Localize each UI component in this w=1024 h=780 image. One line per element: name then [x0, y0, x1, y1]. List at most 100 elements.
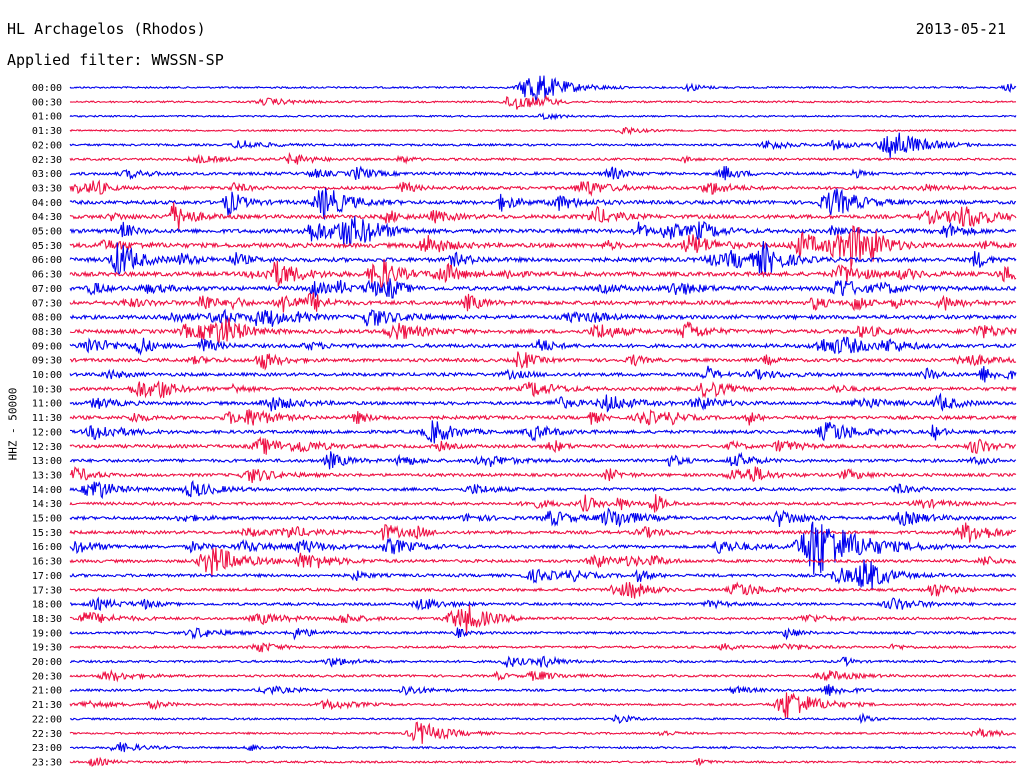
- trace-line: [69, 466, 1017, 483]
- trace-line: [69, 94, 1017, 110]
- date-label: 2013-05-21: [915, 20, 1006, 38]
- trace-line: [69, 581, 1017, 599]
- trace-line: [69, 202, 1017, 230]
- row-time-label: 22:30: [32, 729, 62, 740]
- trace-line: [69, 494, 1017, 513]
- row-time-label: 14:00: [32, 485, 62, 496]
- filter-label: Applied filter: WWSSN-SP: [7, 51, 224, 69]
- trace-line: [69, 547, 1017, 577]
- row-time-label: 06:30: [32, 270, 62, 281]
- trace-line: [69, 756, 1017, 767]
- row-time-label: 23:30: [32, 757, 62, 768]
- trace-line: [69, 627, 1017, 641]
- trace-line: [69, 721, 1017, 744]
- station-title: HL Archagelos (Rhodos): [7, 20, 206, 38]
- trace-line: [69, 451, 1017, 470]
- trace-line: [69, 521, 1017, 575]
- trace-line: [69, 225, 1017, 269]
- row-time-label: 10:30: [32, 384, 62, 395]
- trace-line: [69, 522, 1017, 543]
- row-time-label: 18:30: [32, 614, 62, 625]
- trace-line: [69, 151, 1017, 165]
- row-time-label: 23:00: [32, 743, 62, 754]
- trace-line: [69, 351, 1017, 371]
- row-time-label: 12:00: [32, 427, 62, 438]
- row-time-label: 15:30: [32, 528, 62, 539]
- row-time-label: 03:30: [32, 183, 62, 194]
- trace-line: [69, 604, 1017, 634]
- trace-line: [69, 559, 1016, 590]
- trace-line: [69, 132, 1017, 158]
- row-time-label: 01:00: [32, 112, 62, 123]
- trace-line: [69, 742, 1017, 753]
- trace-line: [69, 308, 1017, 327]
- row-time-label: 05:30: [32, 241, 62, 252]
- trace-line: [69, 642, 1017, 653]
- row-time-label: 21:00: [32, 686, 62, 697]
- row-time-label: 13:30: [32, 470, 62, 481]
- row-time-label: 09:00: [32, 341, 62, 352]
- trace-line: [69, 436, 1017, 455]
- row-time-label: 07:30: [32, 298, 62, 309]
- row-time-label: 03:00: [32, 169, 62, 180]
- row-time-label: 02:30: [32, 155, 62, 166]
- row-time-label: 01:30: [32, 126, 62, 137]
- row-time-label: 21:30: [32, 700, 62, 711]
- row-time-label: 05:00: [32, 227, 62, 238]
- row-time-label: 00:30: [32, 97, 62, 108]
- row-time-label: 06:00: [32, 255, 62, 266]
- trace-line: [69, 712, 1017, 725]
- row-time-label: 04:00: [32, 198, 62, 209]
- row-time-label: 07:00: [32, 284, 62, 295]
- trace-line: [69, 179, 1017, 197]
- row-time-label: 00:00: [32, 83, 62, 94]
- trace-line: [69, 668, 1017, 683]
- trace-line: [69, 112, 1017, 121]
- row-time-label: 11:30: [32, 413, 62, 424]
- trace-line: [69, 655, 1017, 669]
- trace-line: [69, 408, 1017, 426]
- trace-line: [69, 75, 1017, 103]
- row-time-label: 09:30: [32, 356, 62, 367]
- trace-line: [69, 480, 1017, 500]
- trace-line: [69, 317, 1017, 344]
- trace-line: [69, 240, 1017, 275]
- trace-line: [69, 187, 1017, 221]
- row-time-label: 16:30: [32, 557, 62, 568]
- row-time-label: 08:30: [32, 327, 62, 338]
- row-time-label: 13:00: [32, 456, 62, 467]
- row-time-label: 17:00: [32, 571, 62, 582]
- trace-line: [69, 692, 1017, 719]
- row-time-label: 20:30: [32, 671, 62, 682]
- trace-line: [69, 258, 1017, 291]
- trace-line: [70, 596, 1017, 612]
- trace-line: [69, 292, 1016, 313]
- trace-line: [69, 278, 1017, 299]
- row-time-label: 14:30: [32, 499, 62, 510]
- row-time-label: 10:00: [32, 370, 62, 381]
- trace-line: [69, 380, 1017, 399]
- row-time-label: 02:00: [32, 140, 62, 151]
- row-time-label: 16:00: [32, 542, 62, 553]
- row-time-label: 18:00: [32, 600, 62, 611]
- trace-line: [69, 336, 1017, 356]
- row-time-label: 08:00: [32, 313, 62, 324]
- row-time-label: 19:30: [32, 643, 62, 654]
- row-time-label: 15:00: [32, 514, 62, 525]
- trace-line: [69, 165, 1017, 181]
- row-time-label: 04:30: [32, 212, 62, 223]
- row-time-label: 11:00: [32, 399, 62, 410]
- trace-line: [69, 684, 1017, 697]
- row-time-label: 12:30: [32, 442, 62, 453]
- trace-line: [69, 392, 1017, 413]
- trace-line: [69, 507, 1017, 528]
- trace-line: [70, 420, 1017, 444]
- trace-line: [69, 365, 1017, 383]
- row-time-label: 22:00: [32, 714, 62, 725]
- trace-line: [69, 126, 1017, 136]
- row-time-label: 17:30: [32, 585, 62, 596]
- row-time-label: 19:00: [32, 628, 62, 639]
- trace-line: [69, 216, 1017, 246]
- row-time-label: 20:00: [32, 657, 62, 668]
